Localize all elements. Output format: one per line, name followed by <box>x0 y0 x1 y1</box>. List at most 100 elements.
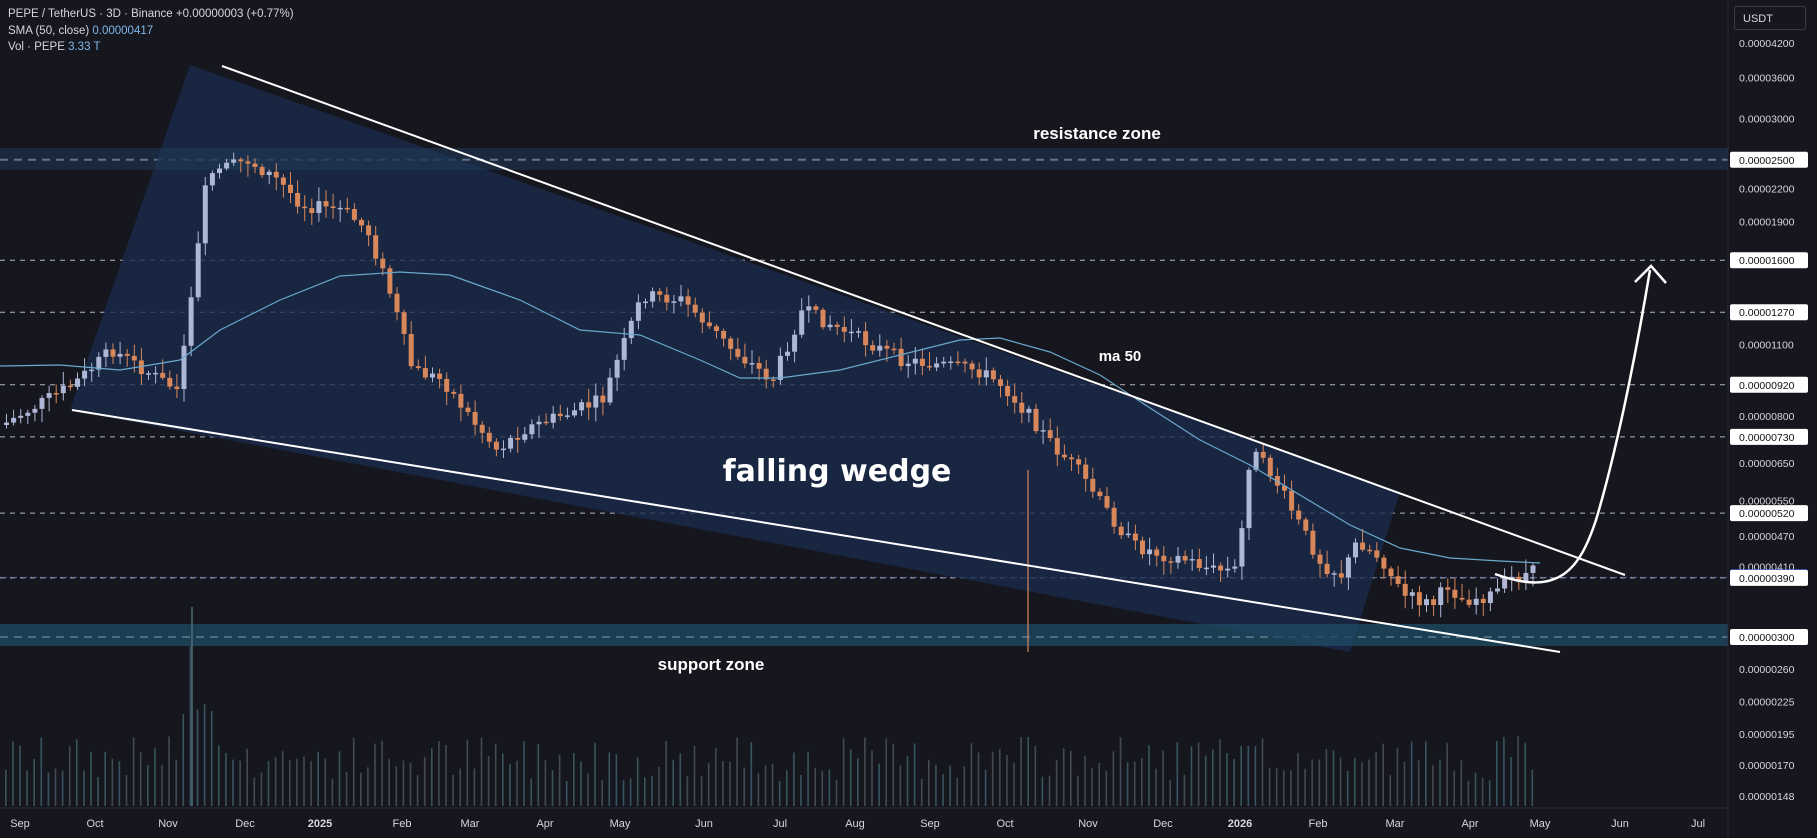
resistance-zone-label: resistance zone <box>1033 124 1161 143</box>
time-axis-label-11: Aug <box>845 818 865 830</box>
candle-body <box>1267 457 1273 477</box>
volume-bar <box>1169 779 1171 806</box>
candle-body <box>990 370 996 380</box>
volume-bar <box>793 752 795 806</box>
volume-bar <box>61 770 64 806</box>
candle-body <box>522 434 528 440</box>
volume-bar <box>1325 749 1328 806</box>
candle-body <box>834 324 840 327</box>
candle-body <box>841 326 847 332</box>
candle-body <box>891 348 897 351</box>
volume-bar <box>360 772 362 806</box>
candle-body <box>1026 408 1032 413</box>
time-axis[interactable]: Sep Oct Nov Dec 2025 Feb Mar Apr May Jun Jul Aug Sep… <box>10 818 1705 830</box>
volume-bar <box>1275 768 1278 806</box>
candle-body <box>351 208 357 220</box>
volume-bar <box>1261 738 1264 806</box>
volume-bar <box>523 741 525 806</box>
volume-bar <box>1396 747 1399 806</box>
candle-body <box>493 441 499 450</box>
candle-body <box>1388 568 1394 577</box>
candle-body <box>1232 566 1238 569</box>
candle-body <box>1438 587 1444 606</box>
candle-body <box>138 360 144 375</box>
candle-body <box>770 379 776 381</box>
candle-body <box>1303 519 1309 531</box>
candle-body <box>685 296 691 305</box>
candle-body <box>266 171 272 176</box>
candle-body <box>437 373 443 379</box>
legend-vol-line: Vol · PEPE 3.33 T <box>8 39 294 56</box>
candle-body <box>67 385 73 388</box>
volume-bar <box>1481 777 1484 806</box>
wedge-upper-trendline <box>221 65 1626 576</box>
volume-bar <box>338 751 341 806</box>
ma-50-label: ma 50 <box>1099 348 1142 365</box>
candle-body <box>1459 597 1465 600</box>
candle-body <box>692 304 698 313</box>
candle-body <box>46 393 52 398</box>
time-axis-label-9: Jun <box>695 818 713 830</box>
volume-bar <box>1020 736 1022 806</box>
volume-bar <box>1453 770 1455 806</box>
time-axis-label-4: 2025 <box>308 818 332 830</box>
price-axis-label-12: 0.00000650 <box>1739 458 1795 470</box>
volume-bar <box>317 751 319 806</box>
candle-body <box>863 331 869 346</box>
volume-bar <box>1311 759 1313 806</box>
candle-body <box>870 345 876 351</box>
candle-body <box>813 306 819 310</box>
volume-bar <box>629 778 632 806</box>
volume-bar <box>1346 770 1349 806</box>
sma-50-line <box>0 271 1541 564</box>
price-axis-label-24: 0.00000148 <box>1739 791 1795 803</box>
volume-bar <box>1141 758 1143 806</box>
candle-body <box>337 207 343 210</box>
falling-wedge-area <box>70 65 1400 652</box>
volume-bar <box>54 768 57 806</box>
volume-bar <box>1389 774 1392 806</box>
volume-bar <box>821 770 824 806</box>
volume-bar <box>771 763 774 806</box>
candle-body <box>309 208 315 214</box>
price-axis-label-0: 0.00004200 <box>1739 38 1795 50</box>
candle-body <box>415 366 421 369</box>
volume-bar <box>1112 751 1115 806</box>
candle-body <box>422 368 428 378</box>
volume-bar <box>1403 761 1406 806</box>
volume-bar <box>1105 770 1108 806</box>
volume-bar <box>83 770 85 806</box>
volume-bar <box>12 741 14 806</box>
volume-bar <box>835 779 838 806</box>
candle-body <box>678 296 684 302</box>
volume-bar <box>1126 762 1129 806</box>
candle-body <box>1416 592 1422 606</box>
candle-body <box>224 162 230 169</box>
volume-bar <box>203 704 206 806</box>
volume-bar <box>1474 772 1477 806</box>
candle-body <box>451 391 457 394</box>
price-axis-label-3: 0.00002500 <box>1739 155 1795 167</box>
candle-body <box>564 415 570 417</box>
volume-bar <box>594 742 596 806</box>
candle-body <box>934 363 940 368</box>
volume-bar <box>1219 739 1221 806</box>
candle-body <box>1331 573 1337 575</box>
time-axis-label-14: Nov <box>1078 818 1098 830</box>
legend-sma-value: 0.00000417 <box>92 24 154 37</box>
volume-bar <box>118 761 121 806</box>
volume-bar <box>736 737 738 806</box>
volume-bar <box>580 761 582 806</box>
candle-body <box>1282 485 1287 491</box>
volume-bar <box>1183 774 1186 806</box>
price-axis[interactable]: 0.00004200 0.00003600 0.00003000 0.00002500… <box>1730 38 1808 803</box>
time-axis-label-1: Oct <box>86 818 103 830</box>
candle-body <box>785 351 790 356</box>
candle-body <box>1381 557 1387 569</box>
volume-bar <box>899 765 902 806</box>
volume-bar <box>1055 759 1058 806</box>
currency-selector[interactable]: USDT <box>1734 6 1806 30</box>
candle-body <box>1324 563 1330 575</box>
candle-body <box>1054 438 1060 455</box>
